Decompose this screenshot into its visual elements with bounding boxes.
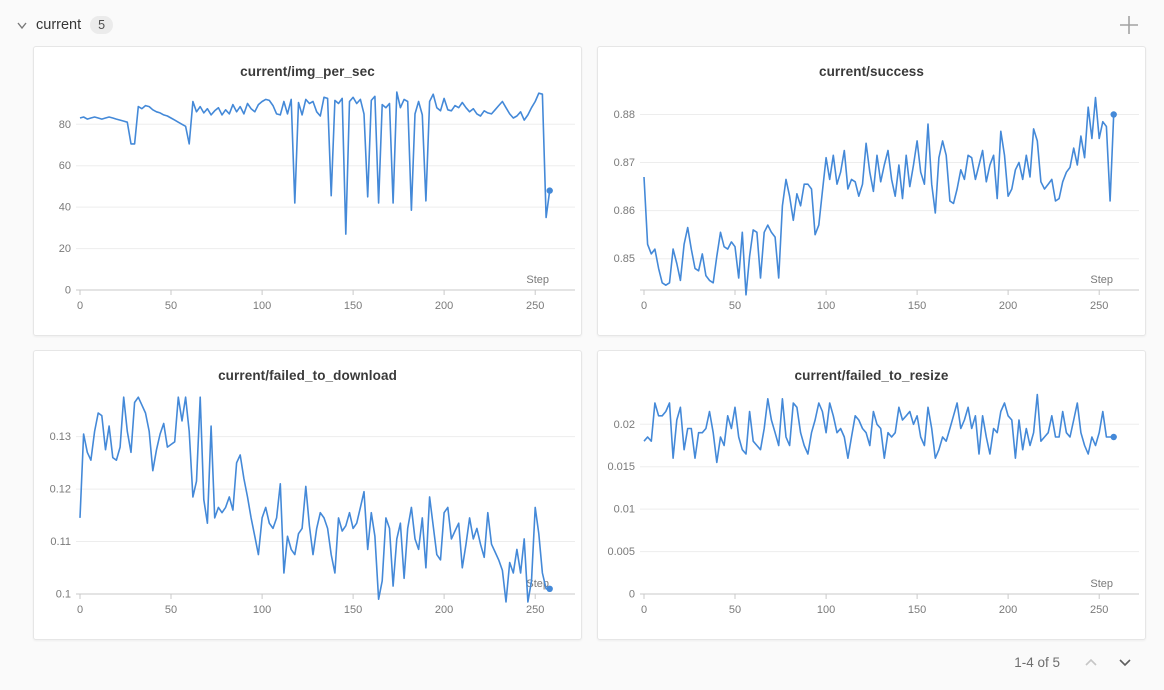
panel-card-img-per-sec[interactable]: current/img_per_sec 0 20 40 60 80 0 50 100 150 20… [33,46,582,336]
svg-text:0.02: 0.02 [614,419,635,431]
panel-count-badge: 5 [90,16,114,34]
line-chart-img-per-sec[interactable]: 0 20 40 60 80 0 50 100 150 200 250 Step [34,82,581,334]
svg-text:0: 0 [629,589,635,601]
svg-text:0.01: 0.01 [614,504,635,516]
pagination-prev-button[interactable] [1078,653,1104,672]
svg-text:150: 150 [908,604,926,616]
chart-title: current/success [818,64,925,79]
svg-text:60: 60 [59,160,71,172]
chart-canvas[interactable]: 0 20 40 60 80 0 50 100 150 200 250 Step [34,82,579,334]
svg-text:80: 80 [59,119,71,131]
last-point-marker [1110,111,1117,118]
chart-canvas[interactable]: 0 0.005 0.01 0.015 0.02 0 50 100 150 200 250 Step [598,386,1143,638]
svg-text:150: 150 [344,604,362,616]
series-line [643,393,1114,464]
pagination-label: 1-4 of 5 [1014,655,1060,670]
svg-text:0: 0 [65,285,71,297]
svg-text:0: 0 [77,604,83,616]
svg-text:250: 250 [1090,300,1108,312]
svg-text:0.88: 0.88 [614,109,635,121]
svg-text:40: 40 [59,202,71,214]
svg-text:Step: Step [526,274,549,286]
panel-card-failed-to-resize[interactable]: current/failed_to_resize 0 0.005 0.01 0.015… [597,350,1146,640]
svg-text:50: 50 [729,300,741,312]
chart-canvas[interactable]: 0.85 0.86 0.87 0.88 0 50 100 150 200 250 Step [598,82,1143,334]
svg-text:200: 200 [999,604,1017,616]
svg-text:100: 100 [253,300,271,312]
pagination-next-button[interactable] [1112,653,1138,672]
svg-text:0.015: 0.015 [607,461,635,473]
svg-text:0.87: 0.87 [614,157,635,169]
chevron-up-icon [1085,658,1097,666]
svg-text:100: 100 [253,604,271,616]
svg-text:250: 250 [1090,604,1108,616]
svg-text:50: 50 [165,300,177,312]
svg-text:0.11: 0.11 [50,536,71,548]
last-point-marker [546,585,553,592]
svg-text:200: 200 [435,300,453,312]
series-line [79,396,550,603]
section-title[interactable]: current [36,17,82,33]
svg-text:200: 200 [435,604,453,616]
svg-text:50: 50 [729,604,741,616]
svg-text:50: 50 [165,604,177,616]
series-line [643,96,1115,296]
section-collapse-button[interactable] [13,16,31,34]
panel-pagination: 1-4 of 5 [0,640,1164,672]
svg-text:0.86: 0.86 [614,205,635,217]
last-point-marker [1110,433,1117,441]
panel-card-failed-to-download[interactable]: current/failed_to_download 0.1 0.11 0.12 0.… [33,350,582,640]
svg-text:0.13: 0.13 [50,431,71,443]
svg-text:Step: Step [1090,578,1113,590]
svg-text:0.12: 0.12 [50,484,71,496]
chart-title: current/failed_to_resize [794,368,949,383]
svg-text:250: 250 [526,300,544,312]
svg-text:250: 250 [526,604,544,616]
svg-text:100: 100 [817,300,835,312]
line-chart-success[interactable]: 0.85 0.86 0.87 0.88 0 50 100 150 200 250 Step [598,82,1145,334]
svg-text:0.1: 0.1 [56,589,71,601]
chart-title: current/failed_to_download [218,368,397,383]
svg-text:20: 20 [59,243,71,255]
panel-card-success[interactable]: current/success 0.85 0.86 0.87 0.88 0 50 100 15… [597,46,1146,336]
last-point-marker [546,187,553,194]
section-header: current 5 [0,0,1164,46]
svg-text:150: 150 [344,300,362,312]
svg-text:100: 100 [817,604,835,616]
add-panel-button[interactable] [1110,12,1148,38]
svg-text:150: 150 [908,300,926,312]
chart-title: current/img_per_sec [240,64,375,79]
svg-text:200: 200 [999,300,1017,312]
svg-text:0: 0 [641,604,647,616]
series-line [79,91,551,235]
svg-text:0: 0 [77,300,83,312]
plus-icon [1120,16,1138,34]
svg-text:0.005: 0.005 [607,546,635,558]
svg-text:0: 0 [641,300,647,312]
svg-text:Step: Step [1090,274,1113,286]
line-chart-failed-to-download[interactable]: 0.1 0.11 0.12 0.13 0 50 100 150 200 250 Step [34,386,581,638]
chevron-down-icon [17,22,27,30]
svg-text:0.85: 0.85 [614,253,635,265]
line-chart-failed-to-resize[interactable]: 0 0.005 0.01 0.015 0.02 0 50 100 150 200 250 Step [598,386,1145,638]
chevron-down-icon [1119,659,1131,667]
panel-grid: current/img_per_sec 0 20 40 60 80 0 50 100 150 20… [33,46,1146,640]
